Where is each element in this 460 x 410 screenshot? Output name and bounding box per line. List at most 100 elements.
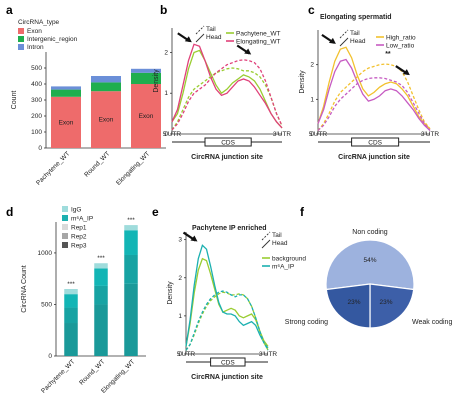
legend-label: Elongating_WT [236, 39, 280, 46]
legend-swatch [62, 206, 68, 212]
legend-label: m⁶A_IP [272, 264, 294, 271]
y-tick-label: 2 [178, 275, 182, 282]
bar-label: Exon [99, 117, 114, 124]
x-tick-label: CDS [368, 140, 382, 147]
bar-Rep1 [124, 230, 138, 255]
slice-name-label: Strong coding [285, 319, 328, 326]
series-line-Pachytene_WT tail [171, 67, 283, 131]
arrow-head [244, 48, 252, 55]
legend-label-tail: Tail [206, 26, 216, 33]
chart-e: 0 1 2 3 5'UTR CDS 3'UTR CircRNA junction site De… [167, 225, 306, 381]
y-tick-label: 300 [31, 97, 42, 104]
bar-label: Exon [59, 119, 74, 126]
slice-name-label: Non coding [352, 229, 388, 236]
significance-label: *** [97, 255, 105, 262]
panel-title: Elongating spermatid [320, 14, 392, 21]
x-tick-label: Elongating_WT [115, 150, 151, 186]
chart-b: 0 1 2 5'UTR CDS 3'UTR CircRNA junction site Den… [153, 25, 292, 161]
legend-label-Exon: Exon [27, 28, 42, 35]
y-tick-label: 100 [31, 129, 42, 136]
legend-label-Intergenic_region: Intergenic_region [27, 36, 78, 43]
series-line-m⁶A_IP [185, 244, 269, 349]
series-line-High_ratio [317, 46, 431, 130]
panel-title: Pachytene IP enriched [192, 225, 267, 232]
bar-Intergenic_region [51, 89, 81, 97]
pie-slice-Non coding [325, 239, 415, 291]
y-axis-label: CircRNA Count [21, 265, 28, 313]
x-tick-label: CDS [221, 140, 235, 147]
series-line-Elongating_WT tail [171, 59, 283, 131]
slice-value-label: 54% [363, 257, 376, 264]
bar-Exon [131, 84, 161, 148]
bar-Rep1 [94, 268, 108, 286]
slice-value-label: 23% [379, 299, 392, 306]
series-line-High_ratio tail [317, 63, 431, 131]
significance-label: ** [385, 51, 391, 58]
x-tick-label: 3'UTR [259, 351, 278, 358]
y-tick-label: 200 [31, 113, 42, 120]
legend-swatch [62, 233, 68, 239]
panel-letter-f: f [300, 205, 305, 219]
legend-label-head: Head [206, 34, 222, 41]
legend-swatch-head [339, 37, 349, 47]
y-tick-label: 3 [178, 237, 182, 244]
legend-label: background [272, 256, 306, 263]
bar-label: Exon [139, 113, 154, 120]
series-line-Elongating_WT [171, 43, 283, 129]
slice-name-label: Weak coding [412, 319, 452, 326]
chart-d: 05001000***Pachytene_WT***Round_WT***Elo… [21, 206, 146, 395]
legend-swatch [62, 215, 68, 221]
legend-label-head: Head [350, 38, 366, 45]
panel-letter-a: a [6, 3, 13, 17]
y-tick-label: 500 [31, 65, 42, 72]
legend-swatch-head [195, 33, 205, 43]
bar-Intron [51, 86, 81, 90]
significance-label: *** [67, 281, 75, 288]
x-tick-label: Pachytene_WT [35, 150, 71, 186]
bar-Rep3 [94, 304, 108, 356]
y-axis-label: Density [299, 70, 306, 94]
y-tick-label: 1 [310, 96, 314, 103]
significance-label: *** [127, 217, 135, 224]
panel-letter-d: d [6, 205, 13, 219]
legend-label-head: Head [272, 240, 288, 247]
y-axis-label: Density [167, 281, 174, 305]
bar-IgG [64, 289, 78, 295]
panel-letter-b: b [160, 3, 167, 17]
y-tick-label: 0 [310, 131, 314, 138]
bar-Intron [91, 76, 121, 83]
bar-Rep3 [64, 323, 78, 356]
y-tick-label: 0 [48, 353, 52, 360]
arrow-head [184, 36, 192, 43]
x-tick-label: 5'UTR [177, 351, 196, 358]
legend-label-Intron: Intron [27, 44, 44, 51]
legend-swatch [62, 224, 68, 230]
chart-a: 0 100 200 300 400 500 Exon Pachytene_WT Exon Roun… [11, 19, 166, 187]
legend-label: Rep3 [71, 243, 87, 250]
bar-Exon [51, 96, 81, 148]
x-tick-label: 3'UTR [273, 131, 292, 138]
y-tick-label: 0 [38, 145, 42, 152]
series-line-Pachytene_WT [171, 49, 283, 129]
x-tick-label: 3'UTR [421, 131, 440, 138]
legend-swatch-head [261, 239, 271, 249]
pie-slice-Strong coding [369, 283, 415, 329]
legend-title: CircRNA_type [18, 19, 60, 26]
legend-label-tail: Tail [350, 30, 360, 37]
x-tick-label: 5'UTR [309, 131, 328, 138]
y-tick-label: 2 [164, 49, 168, 56]
bar-IgG [124, 225, 138, 231]
y-tick-label: 400 [31, 81, 42, 88]
series-line-background [185, 257, 269, 347]
bar-Rep2 [64, 307, 78, 324]
arrow-head [402, 69, 410, 76]
legend-label-tail: Tail [272, 232, 282, 239]
x-tick-label: Round_WT [78, 358, 106, 386]
panel-letter-c: c [308, 3, 315, 17]
chart-f: 54% 23% 23% Non coding Strong coding Weak cod… [285, 229, 452, 329]
legend-label: Pachytene_WT [236, 31, 280, 38]
y-tick-label: 2 [310, 62, 314, 69]
x-axis-label: CircRNA junction site [191, 374, 263, 381]
x-tick-label: CDS [221, 360, 235, 367]
